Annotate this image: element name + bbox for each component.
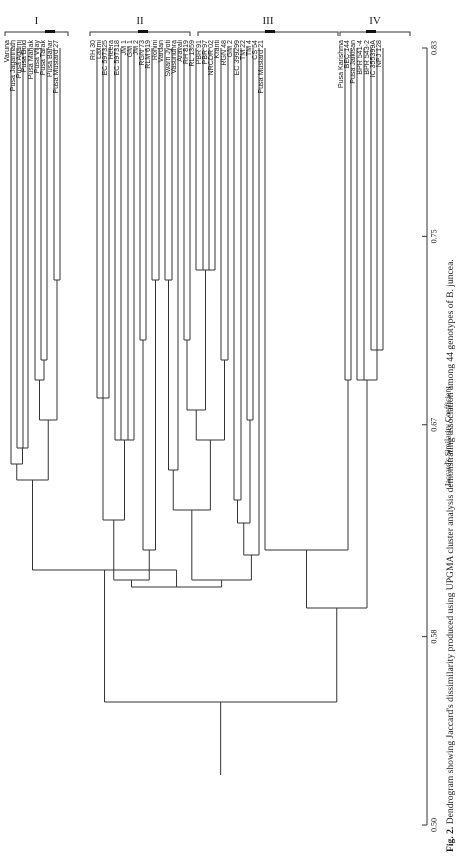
genotype-label: IC 355399A	[369, 40, 377, 78]
genotype-label: TM 22	[239, 40, 247, 60]
genotype-label: Varuna	[3, 40, 11, 62]
genotype-label: TM 4	[245, 40, 253, 56]
genotype-label: BPR 543-2	[363, 40, 371, 75]
group-bracket-mark	[366, 30, 376, 33]
genotype-label: PBR 91	[195, 40, 203, 65]
axis-tick-label: 0.50	[430, 818, 439, 832]
genotype-label: NPJ 128	[375, 40, 383, 67]
figure-caption: Fig. 2. Dendrogram showing Jaccard's dis…	[445, 7, 457, 852]
genotype-label: Aravali	[176, 40, 184, 62]
genotype-label: Pusa Jaikisan	[349, 40, 357, 84]
genotype-label: EC 597325	[101, 40, 109, 76]
genotype-label: RGN 48	[220, 40, 228, 66]
axis-title: Jaccard's Similarity Coefficient	[444, 386, 453, 487]
genotype-label: GM 2	[226, 40, 234, 57]
genotype-label: Heera	[107, 40, 115, 59]
genotype-label: RLM 619	[144, 40, 152, 69]
group-bracket	[4, 31, 69, 36]
genotype-label: Pusa Mustard 21	[257, 40, 265, 94]
genotype-label: Vasundhra	[170, 40, 178, 74]
genotype-label: JM 2	[132, 40, 140, 55]
genotype-label: Rohini	[151, 40, 159, 61]
genotype-label: Pusa Vijay	[33, 40, 41, 74]
genotype-label: Pusa Bold	[20, 40, 28, 72]
genotype-label: Pusa Tarak	[39, 40, 47, 76]
genotype-label: JM 1	[120, 40, 128, 55]
genotype-label: EC 399299	[233, 40, 241, 76]
figure-caption-label: Fig. 2.	[445, 826, 456, 852]
genotype-label: Pusa Bahar	[46, 39, 54, 77]
genotype-label: PBR 97	[201, 40, 209, 65]
genotype-label: Pusa Jagannath	[9, 40, 17, 91]
group-bracket-mark	[45, 30, 55, 33]
genotype-label: RH 819	[182, 40, 190, 64]
group-bracket-mark	[138, 30, 148, 33]
group-label: I	[35, 15, 39, 27]
axis-tick-label: 0.83	[430, 41, 439, 55]
genotype-label: GM 1	[126, 40, 134, 57]
genotype-label: CS 54	[251, 40, 259, 60]
genotype-label: RGN 73	[138, 40, 146, 66]
axis-tick-label: 0.58	[430, 630, 439, 644]
genotype-label: BEC 144	[343, 40, 351, 68]
genotype-label: Pusa Mustard 27	[52, 40, 60, 94]
axis-tick-label: 0.75	[430, 229, 439, 243]
genotype-label: Vardan	[157, 40, 165, 62]
figure-caption-text: Dendrogram showing Jaccard's dissimilari…	[445, 259, 456, 825]
genotype-label: Laxmi	[95, 40, 103, 59]
axis-tick-label: 0.67	[430, 418, 439, 432]
genotype-label: Pusa Agarni	[15, 40, 23, 79]
group-label: II	[136, 15, 144, 27]
genotype-label: RL 1359	[188, 40, 196, 67]
genotype-label: NRCDR 02	[207, 40, 215, 76]
genotype-label: EC 597318	[113, 40, 121, 76]
group-label: IV	[369, 15, 381, 27]
genotype-label: BPR 541-4	[356, 40, 364, 75]
genotype-label: Pusa Karishma	[337, 40, 345, 88]
group-label: III	[263, 15, 274, 27]
group-bracket-mark	[265, 30, 275, 33]
genotype-label: Kranti	[213, 40, 221, 59]
genotype-label: Swarn Jyoti	[164, 40, 172, 77]
genotype-label: Pusa Mahak	[27, 40, 35, 80]
genotype-label: RH 30	[89, 40, 97, 60]
